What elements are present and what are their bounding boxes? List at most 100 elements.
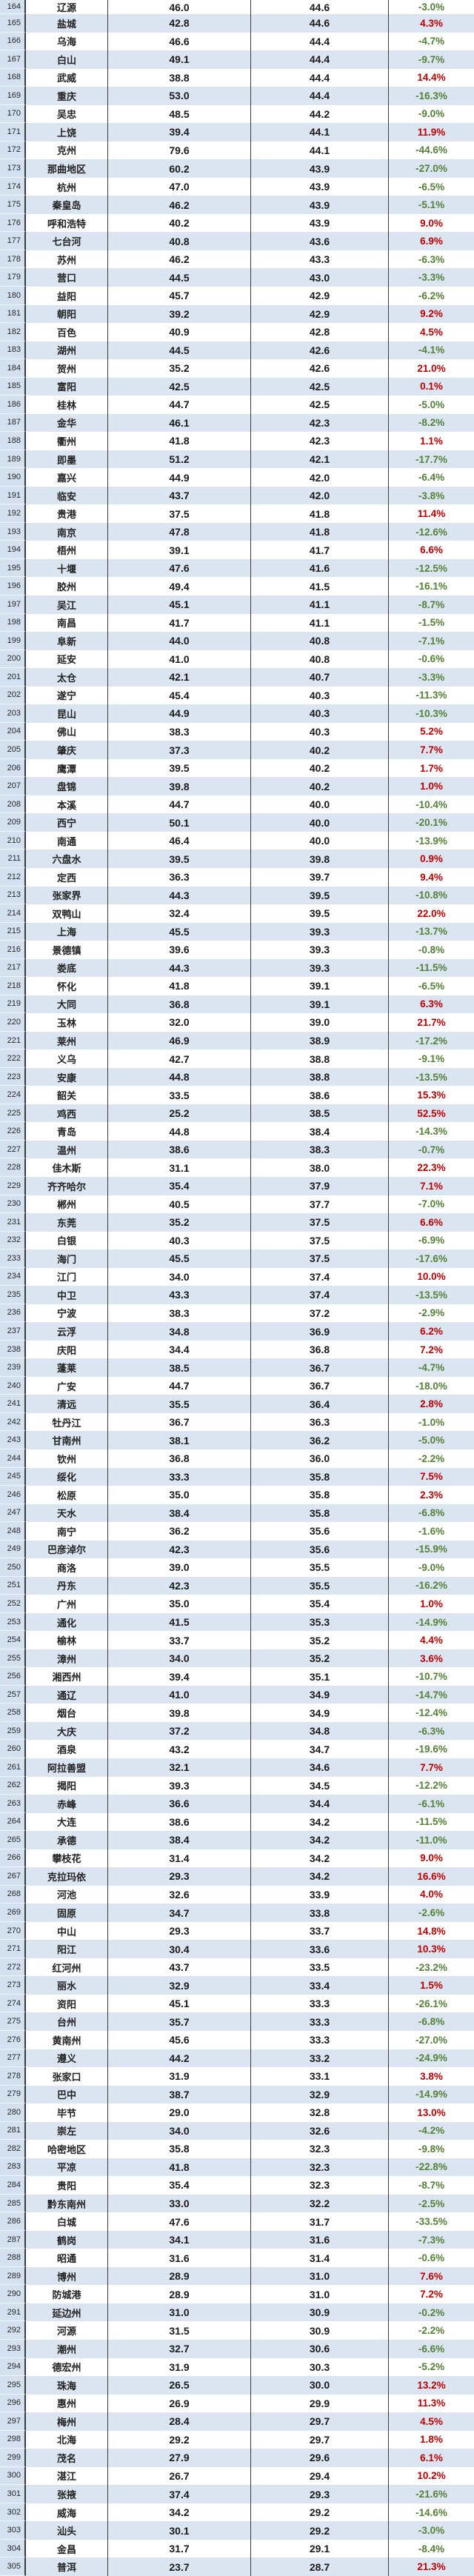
- city-name[interactable]: 延边州: [26, 2303, 108, 2322]
- value-reference[interactable]: 36.0: [251, 1449, 389, 1468]
- city-name[interactable]: 上饶: [26, 123, 108, 141]
- value-reference[interactable]: 33.2: [251, 2049, 389, 2068]
- value-reference[interactable]: 44.4: [251, 87, 389, 105]
- value-current[interactable]: 46.4: [108, 831, 251, 850]
- change-percent[interactable]: -10.8%: [389, 886, 474, 905]
- value-current[interactable]: 46.9: [108, 1031, 251, 1050]
- value-reference[interactable]: 37.5: [251, 1231, 389, 1250]
- change-percent[interactable]: -5.1%: [389, 196, 474, 214]
- change-percent[interactable]: 4.5%: [389, 323, 474, 341]
- row-number[interactable]: 213: [0, 886, 26, 905]
- row-number[interactable]: 208: [0, 795, 26, 814]
- row-number[interactable]: 197: [0, 595, 26, 614]
- city-name[interactable]: 红河州: [26, 1958, 108, 1977]
- change-percent[interactable]: -15.9%: [389, 1540, 474, 1559]
- value-reference[interactable]: 33.1: [251, 2067, 389, 2086]
- value-current[interactable]: 38.8: [108, 68, 251, 87]
- city-name[interactable]: 惠州: [26, 2394, 108, 2413]
- value-reference[interactable]: 36.2: [251, 1431, 389, 1449]
- change-percent[interactable]: -5.0%: [389, 1431, 474, 1449]
- value-reference[interactable]: 35.5: [251, 1558, 389, 1577]
- row-number[interactable]: 187: [0, 413, 26, 433]
- change-percent[interactable]: -13.5%: [389, 1067, 474, 1087]
- value-reference[interactable]: 42.5: [251, 396, 389, 414]
- city-name[interactable]: 黄南州: [26, 2030, 108, 2049]
- city-name[interactable]: 威海: [26, 2503, 108, 2522]
- change-percent[interactable]: -13.9%: [389, 831, 474, 850]
- value-current[interactable]: 26.7: [108, 2466, 251, 2486]
- value-current[interactable]: 45.1: [108, 1994, 251, 2013]
- city-name[interactable]: 北海: [26, 2430, 108, 2449]
- value-reference[interactable]: 43.0: [251, 268, 389, 287]
- city-name[interactable]: 益阳: [26, 286, 108, 305]
- value-current[interactable]: 37.4: [108, 2485, 251, 2503]
- city-name[interactable]: 张掖: [26, 2485, 108, 2503]
- value-current[interactable]: 29.2: [108, 2430, 251, 2449]
- change-percent[interactable]: -6.4%: [389, 468, 474, 487]
- value-reference[interactable]: 42.8: [251, 323, 389, 341]
- value-reference[interactable]: 41.7: [251, 541, 389, 559]
- city-name[interactable]: 湖州: [26, 341, 108, 360]
- change-percent[interactable]: -16.3%: [389, 87, 474, 105]
- change-percent[interactable]: -14.3%: [389, 1122, 474, 1141]
- city-name[interactable]: 南通: [26, 831, 108, 850]
- row-number[interactable]: 272: [0, 1958, 26, 1977]
- value-current[interactable]: 29.3: [108, 1921, 251, 1941]
- row-number[interactable]: 175: [0, 196, 26, 214]
- change-percent[interactable]: -22.8%: [389, 2158, 474, 2177]
- value-reference[interactable]: 44.6: [251, 0, 389, 14]
- value-current[interactable]: 41.7: [108, 613, 251, 633]
- row-number[interactable]: 182: [0, 323, 26, 341]
- city-name[interactable]: 遂宁: [26, 686, 108, 705]
- row-number[interactable]: 264: [0, 1812, 26, 1832]
- value-current[interactable]: 28.9: [108, 2266, 251, 2286]
- change-percent[interactable]: 11.3%: [389, 2394, 474, 2413]
- value-current[interactable]: 33.7: [108, 1631, 251, 1649]
- row-number[interactable]: 232: [0, 1231, 26, 1250]
- value-reference[interactable]: 29.1: [251, 2539, 389, 2558]
- change-percent[interactable]: -4.7%: [389, 1358, 474, 1377]
- city-name[interactable]: 牡丹江: [26, 1412, 108, 1432]
- change-percent[interactable]: 11.9%: [389, 123, 474, 141]
- row-number[interactable]: 274: [0, 1994, 26, 2013]
- change-percent[interactable]: -2.9%: [389, 1304, 474, 1323]
- city-name[interactable]: 黔东南州: [26, 2194, 108, 2213]
- city-name[interactable]: 莱州: [26, 1031, 108, 1050]
- change-percent[interactable]: 7.2%: [389, 1340, 474, 1359]
- value-current[interactable]: 39.3: [108, 1776, 251, 1795]
- city-name[interactable]: 宁波: [26, 1304, 108, 1323]
- value-reference[interactable]: 37.4: [251, 1267, 389, 1287]
- city-name[interactable]: 郴州: [26, 1195, 108, 1214]
- change-percent[interactable]: 1.1%: [389, 432, 474, 450]
- value-current[interactable]: 35.0: [108, 1486, 251, 1504]
- value-reference[interactable]: 43.6: [251, 232, 389, 250]
- city-name[interactable]: 防城港: [26, 2285, 108, 2303]
- change-percent[interactable]: 3.8%: [389, 2067, 474, 2086]
- value-reference[interactable]: 38.6: [251, 1086, 389, 1104]
- value-current[interactable]: 36.8: [108, 995, 251, 1014]
- value-reference[interactable]: 39.5: [251, 886, 389, 905]
- row-number[interactable]: 231: [0, 1213, 26, 1232]
- change-percent[interactable]: 21.3%: [389, 2557, 474, 2576]
- value-reference[interactable]: 38.9: [251, 1031, 389, 1050]
- value-reference[interactable]: 39.3: [251, 958, 389, 978]
- change-percent[interactable]: 10.3%: [389, 1940, 474, 1958]
- value-current[interactable]: 44.0: [108, 632, 251, 650]
- value-reference[interactable]: 32.3: [251, 2140, 389, 2158]
- value-reference[interactable]: 32.6: [251, 2121, 389, 2140]
- change-percent[interactable]: 7.6%: [389, 2266, 474, 2286]
- value-reference[interactable]: 31.0: [251, 2285, 389, 2303]
- change-percent[interactable]: -2.2%: [389, 2321, 474, 2340]
- value-current[interactable]: 36.7: [108, 1412, 251, 1432]
- change-percent[interactable]: -8.7%: [389, 595, 474, 614]
- city-name[interactable]: 攀枝花: [26, 1849, 108, 1868]
- change-percent[interactable]: 15.3%: [389, 1086, 474, 1104]
- value-current[interactable]: 31.1: [108, 1158, 251, 1177]
- row-number[interactable]: 247: [0, 1504, 26, 1523]
- row-number[interactable]: 259: [0, 1721, 26, 1741]
- city-name[interactable]: 肇庆: [26, 741, 108, 759]
- row-number[interactable]: 194: [0, 541, 26, 559]
- value-reference[interactable]: 35.2: [251, 1649, 389, 1668]
- value-reference[interactable]: 34.2: [251, 1812, 389, 1832]
- city-name[interactable]: 承德: [26, 1831, 108, 1849]
